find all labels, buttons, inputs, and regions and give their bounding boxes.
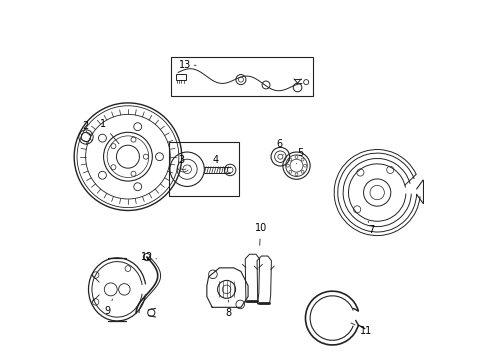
- Text: 11: 11: [350, 323, 372, 336]
- Text: 10: 10: [254, 224, 266, 246]
- Bar: [171, 57, 312, 96]
- Bar: [169, 142, 239, 196]
- Text: 2: 2: [81, 121, 89, 135]
- Text: 3: 3: [178, 155, 190, 166]
- Text: 9: 9: [104, 299, 112, 316]
- Text: 1: 1: [100, 120, 119, 144]
- Text: 13: 13: [179, 60, 196, 70]
- Text: 4: 4: [212, 155, 219, 169]
- Bar: [175, 74, 185, 80]
- Text: 12: 12: [141, 252, 156, 262]
- Text: 6: 6: [276, 139, 283, 155]
- Text: 8: 8: [225, 300, 231, 318]
- Text: 7: 7: [367, 221, 374, 235]
- Text: 5: 5: [296, 148, 303, 164]
